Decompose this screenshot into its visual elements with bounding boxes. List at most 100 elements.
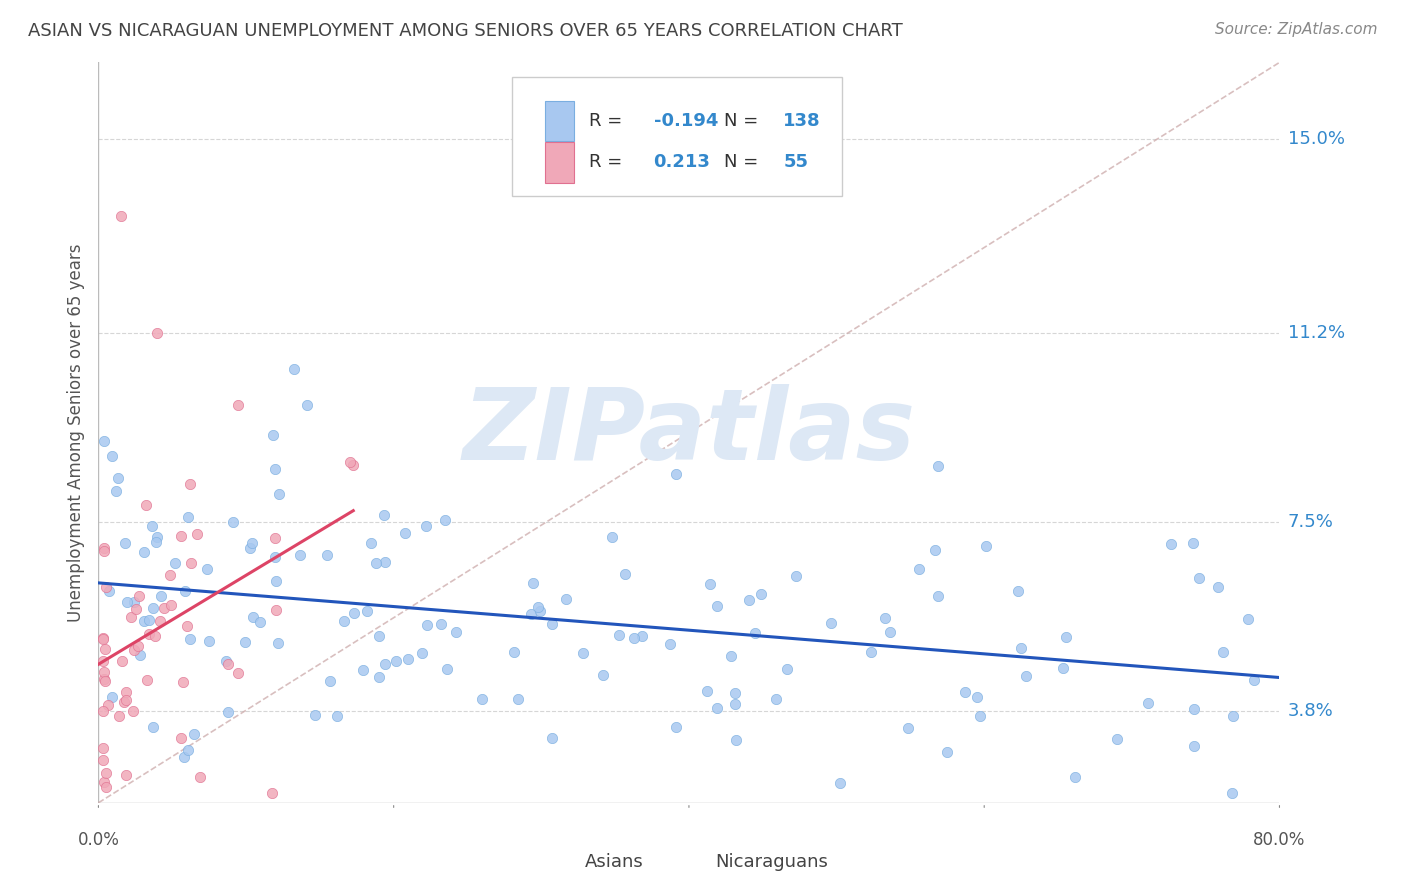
- Point: [1015, 668, 1038, 682]
- Point: [177, 509, 200, 524]
- Point: [94, 580, 117, 594]
- Point: [974, 539, 997, 553]
- Point: [264, 550, 287, 565]
- Point: [444, 625, 467, 640]
- Text: -0.194: -0.194: [654, 112, 718, 130]
- Point: [262, 428, 284, 442]
- Point: [1160, 537, 1182, 551]
- Point: [924, 542, 946, 557]
- Point: [699, 577, 721, 591]
- Point: [394, 526, 416, 541]
- Text: 11.2%: 11.2%: [1288, 324, 1346, 342]
- Point: [607, 627, 630, 641]
- Point: [262, 786, 284, 800]
- Point: [249, 615, 271, 629]
- Point: [368, 670, 391, 684]
- Point: [242, 609, 264, 624]
- Point: [124, 595, 146, 609]
- Y-axis label: Unemployment Among Seniors over 65 years: Unemployment Among Seniors over 65 years: [66, 244, 84, 622]
- Text: 80.0%: 80.0%: [1253, 830, 1306, 848]
- Point: [91, 704, 114, 718]
- Point: [969, 709, 991, 723]
- Point: [724, 733, 747, 747]
- Point: [290, 548, 312, 562]
- Text: 138: 138: [783, 112, 821, 130]
- Point: [1007, 584, 1029, 599]
- Point: [267, 487, 290, 501]
- Point: [502, 645, 524, 659]
- Text: Source: ZipAtlas.com: Source: ZipAtlas.com: [1215, 22, 1378, 37]
- Point: [122, 643, 145, 657]
- Point: [316, 548, 339, 562]
- Point: [775, 662, 797, 676]
- Point: [111, 654, 134, 668]
- Text: 7.5%: 7.5%: [1288, 513, 1334, 531]
- Point: [94, 766, 117, 780]
- Point: [198, 634, 221, 648]
- Point: [93, 541, 115, 555]
- Point: [352, 663, 374, 677]
- Point: [592, 668, 614, 682]
- Point: [91, 740, 114, 755]
- Point: [115, 693, 138, 707]
- Point: [107, 471, 129, 485]
- Point: [176, 619, 198, 633]
- Point: [1243, 673, 1265, 687]
- Point: [163, 556, 186, 570]
- Text: 55: 55: [783, 153, 808, 171]
- Point: [128, 648, 150, 662]
- Point: [267, 635, 290, 649]
- Point: [142, 720, 165, 734]
- Point: [415, 618, 437, 632]
- Point: [1052, 661, 1074, 675]
- Text: 0.0%: 0.0%: [77, 830, 120, 848]
- Point: [724, 697, 747, 711]
- Point: [374, 657, 396, 671]
- Point: [665, 467, 688, 481]
- Point: [233, 634, 256, 648]
- Point: [117, 594, 139, 608]
- Point: [522, 575, 544, 590]
- Point: [1237, 612, 1260, 626]
- Point: [138, 613, 160, 627]
- Point: [356, 604, 378, 618]
- Point: [360, 535, 382, 549]
- Point: [765, 691, 787, 706]
- Point: [664, 720, 686, 734]
- Point: [153, 600, 176, 615]
- Point: [93, 434, 115, 449]
- Point: [143, 629, 166, 643]
- Point: [134, 545, 156, 559]
- Point: [93, 775, 115, 789]
- Point: [342, 458, 364, 472]
- Point: [373, 508, 395, 522]
- Point: [170, 529, 193, 543]
- Point: [226, 398, 249, 412]
- Point: [927, 458, 949, 473]
- FancyBboxPatch shape: [546, 101, 575, 141]
- Point: [526, 600, 548, 615]
- Point: [396, 652, 419, 666]
- Point: [127, 640, 149, 654]
- Point: [104, 484, 127, 499]
- Point: [1136, 696, 1159, 710]
- Text: N =: N =: [724, 112, 765, 130]
- Point: [195, 562, 218, 576]
- Point: [1181, 536, 1204, 550]
- Text: Asians: Asians: [585, 853, 644, 871]
- Point: [1212, 645, 1234, 659]
- Point: [173, 749, 195, 764]
- Point: [897, 721, 920, 735]
- Point: [374, 555, 396, 569]
- Point: [631, 629, 654, 643]
- Point: [749, 587, 772, 601]
- Point: [297, 398, 319, 412]
- Point: [97, 584, 120, 599]
- FancyBboxPatch shape: [547, 847, 576, 880]
- Point: [1054, 631, 1077, 645]
- Point: [540, 731, 562, 745]
- Point: [264, 574, 287, 588]
- Point: [93, 642, 115, 657]
- Point: [172, 674, 194, 689]
- Point: [183, 727, 205, 741]
